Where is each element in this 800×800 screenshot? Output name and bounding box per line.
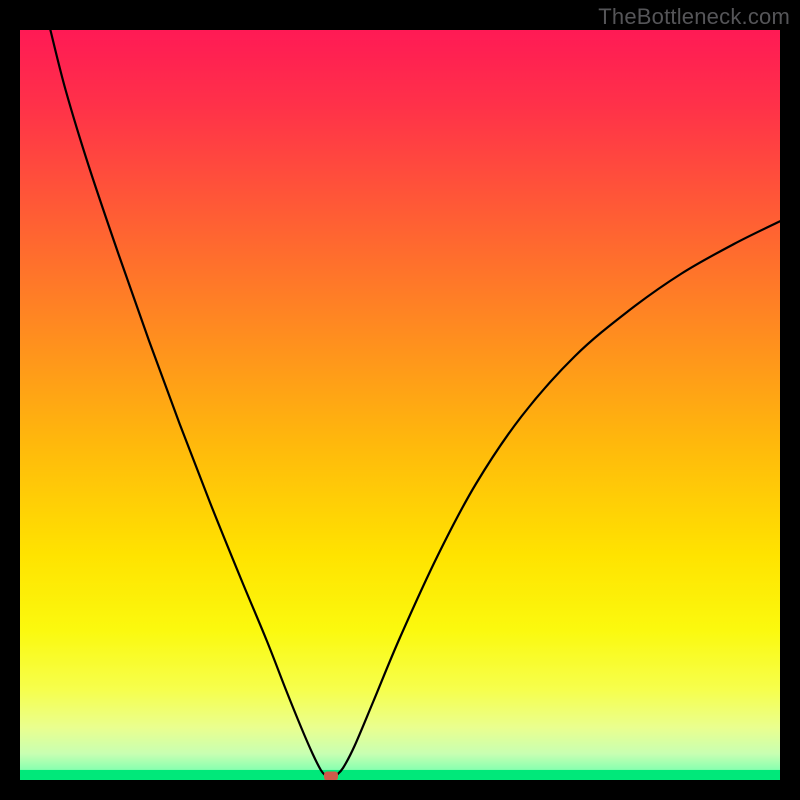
watermark-text: TheBottleneck.com (598, 4, 790, 30)
plot-outer-frame (0, 30, 800, 800)
bottleneck-curves (20, 30, 780, 780)
trough-marker (324, 771, 338, 780)
curve-right (336, 221, 780, 775)
plot-area (20, 30, 780, 780)
curve-left (50, 30, 325, 776)
